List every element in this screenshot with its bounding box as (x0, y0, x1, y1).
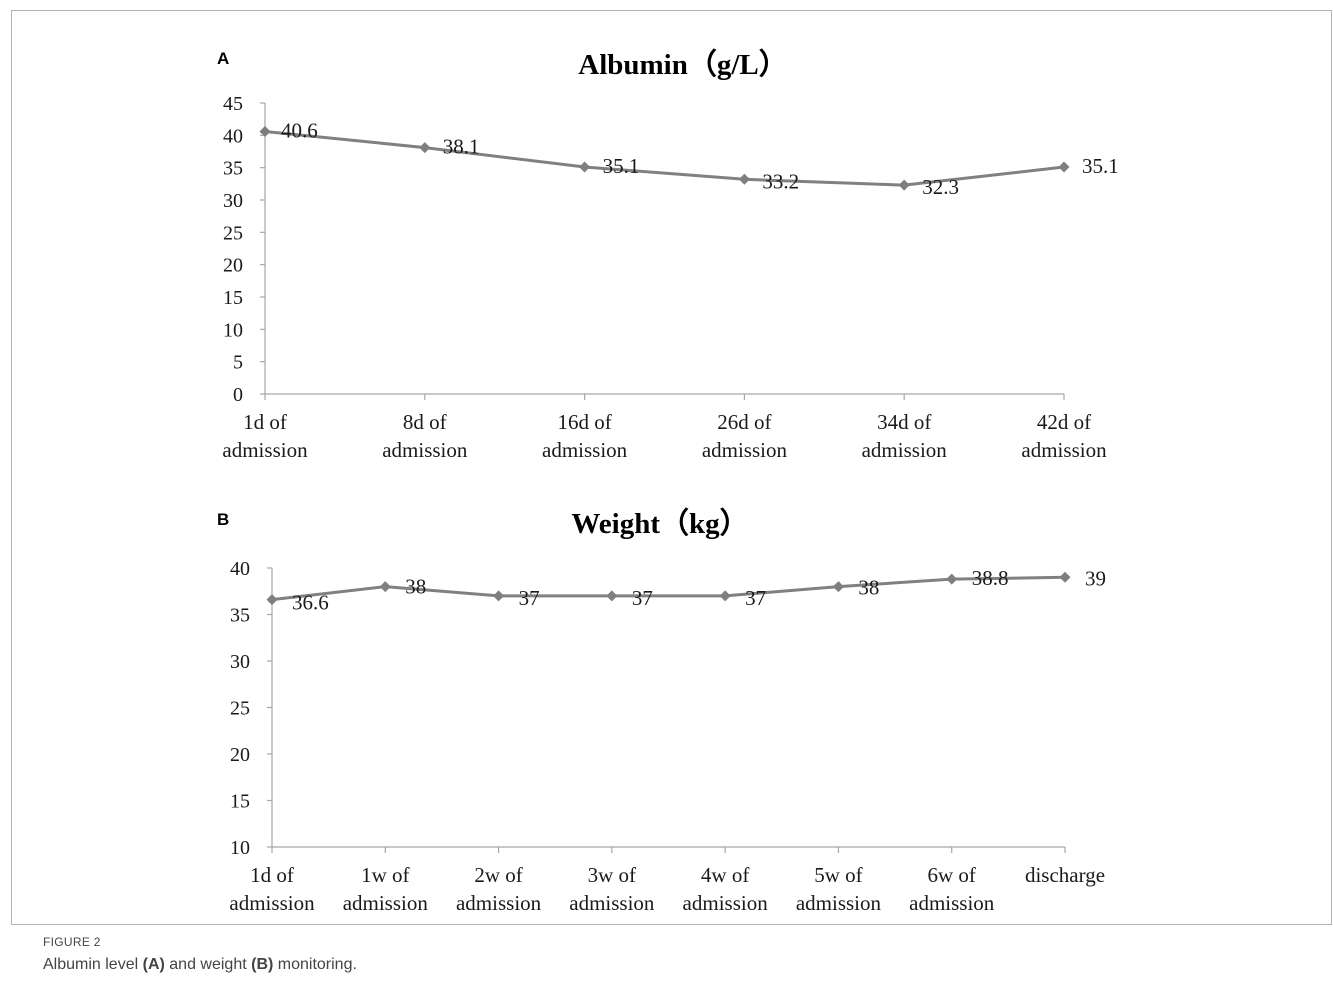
weight-y-tick-label: 10 (230, 837, 250, 859)
figure-frame (11, 10, 1332, 925)
albumin-y-tick-label: 30 (223, 190, 243, 212)
albumin-data-label: 38.1 (443, 135, 480, 159)
albumin-point (259, 125, 271, 137)
albumin-y-tick-label: 0 (233, 384, 243, 406)
figure-caption: Albumin level (A) and weight (B) monitor… (43, 956, 357, 974)
weight-point (1059, 571, 1071, 583)
panel-a-label: A (217, 49, 229, 68)
caption-text-3: monitoring. (273, 956, 357, 973)
weight-point (266, 594, 278, 606)
caption-ref-b: (B) (251, 956, 274, 973)
albumin-y-tick-label: 10 (223, 319, 243, 341)
caption-text-2: and weight (164, 956, 252, 973)
albumin-chart-title: Albumin（g/L） (578, 48, 788, 81)
albumin-x-tick-label: 26d of admission (702, 410, 788, 462)
weight-y-tick-label: 30 (230, 651, 250, 673)
weight-x-tick-label: 4w of admission (683, 863, 769, 915)
albumin-y-tick-label: 20 (223, 255, 243, 277)
weight-point (379, 581, 391, 593)
weight-y-tick-label: 25 (230, 698, 250, 720)
weight-point (832, 581, 844, 593)
albumin-data-label: 35.1 (1082, 154, 1119, 178)
weight-data-label: 37 (745, 586, 766, 610)
panel-b-label: B (217, 510, 229, 529)
albumin-data-label: 35.1 (603, 154, 640, 178)
albumin-data-label: 33.2 (762, 169, 799, 193)
albumin-point (898, 179, 910, 191)
albumin-x-tick-label: 16d of admission (542, 410, 628, 462)
albumin-point (419, 142, 431, 154)
weight-x-tick-label: 5w of admission (796, 863, 882, 915)
weight-point (719, 590, 731, 602)
weight-data-label: 37 (519, 586, 540, 610)
weight-point (493, 590, 505, 602)
albumin-point (579, 161, 591, 173)
albumin-series-line (264, 129, 1065, 187)
weight-data-label: 38 (405, 575, 426, 599)
albumin-point (1058, 161, 1070, 173)
weight-point (606, 590, 618, 602)
weight-x-tick-label: 1d of admission (229, 863, 315, 915)
albumin-chart: A Albumin（g/L） 0 5 10 15 20 25 30 35 40 45 1d of ad… (217, 48, 1119, 462)
weight-data-label: 36.6 (292, 591, 329, 615)
albumin-x-tick-label: 42d of admission (1021, 410, 1107, 462)
weight-chart-title: Weight（kg） (571, 507, 748, 540)
albumin-y-tick-label: 25 (223, 222, 243, 244)
albumin-y-tick-label: 45 (223, 93, 243, 115)
albumin-y-tick-label: 40 (223, 125, 243, 147)
albumin-y-tick-label: 5 (233, 352, 243, 374)
weight-y-tick-label: 35 (230, 605, 250, 627)
weight-y-tick-label: 15 (230, 791, 250, 813)
albumin-x-tick-label: 34d of admission (862, 410, 948, 462)
weight-x-tick-label: 3w of admission (569, 863, 655, 915)
albumin-point (738, 173, 750, 185)
weight-data-label: 37 (632, 586, 653, 610)
caption-text-1: Albumin level (43, 956, 143, 973)
weight-chart: B Weight（kg） 10 15 20 25 30 35 40 1d of admissio… (217, 507, 1106, 915)
albumin-y-tick-label: 15 (223, 287, 243, 309)
albumin-data-label: 32.3 (922, 175, 959, 199)
albumin-x-tick-label: 8d of admission (382, 410, 468, 462)
albumin-y-tick-label: 35 (223, 158, 243, 180)
figure-label: FIGURE 2 (43, 935, 101, 949)
weight-x-tick-label: 6w of admission (909, 863, 995, 915)
weight-x-tick-label: 2w of admission (456, 863, 542, 915)
weight-data-label: 39 (1085, 566, 1106, 590)
caption-ref-a: (A) (142, 956, 165, 973)
albumin-data-label: 40.6 (281, 118, 318, 142)
weight-y-tick-label: 20 (230, 744, 250, 766)
weight-data-label: 38 (858, 576, 879, 600)
weight-series-line (271, 575, 1066, 602)
weight-data-label: 38.8 (972, 566, 1009, 590)
weight-x-tick-label: 1w of admission (343, 863, 429, 915)
weight-point (946, 573, 958, 585)
weight-y-tick-label: 40 (230, 558, 250, 580)
weight-x-tick-label: discharge (1025, 863, 1105, 887)
albumin-x-tick-label: 1d of admission (222, 410, 308, 462)
